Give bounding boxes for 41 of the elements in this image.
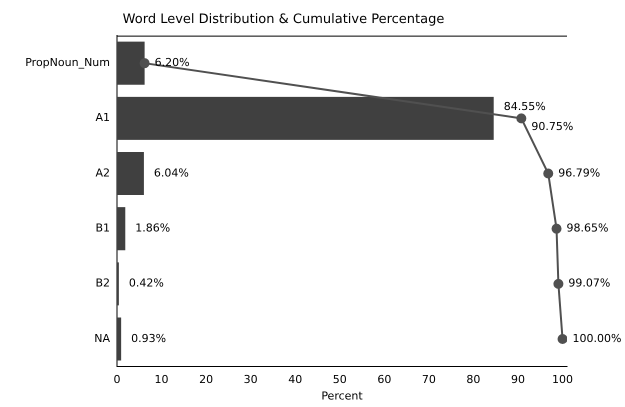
y-tick-label: PropNoun_Num — [25, 56, 110, 70]
x-tick-label: 20 — [199, 373, 214, 386]
x-tick-label: 60 — [377, 373, 392, 386]
bar — [117, 96, 494, 140]
data-label: 0.93% — [131, 332, 166, 345]
x-tick-label: 100 — [552, 373, 574, 386]
bar — [117, 152, 144, 196]
point — [516, 113, 526, 124]
point — [140, 58, 150, 68]
data-label: 100.00% — [572, 332, 622, 345]
point — [543, 168, 554, 179]
y-tick-label: A1 — [95, 111, 110, 124]
data-label: 6.04% — [154, 166, 189, 180]
x-tick-label: 40 — [288, 373, 302, 386]
x-tick-label: 10 — [154, 373, 169, 386]
x-tick-label: 50 — [332, 373, 347, 386]
data-label: 96.79% — [558, 166, 600, 180]
x-tick-label: 30 — [244, 373, 258, 386]
bar — [117, 207, 126, 250]
y-tick-label: A2 — [95, 166, 110, 180]
data-label: 90.75% — [531, 120, 574, 134]
bar — [117, 42, 145, 85]
x-tick-label: 90 — [510, 373, 525, 386]
point — [558, 334, 567, 344]
x-tick-label: 0 — [114, 373, 120, 386]
data-label: 99.07% — [568, 276, 610, 290]
point — [553, 278, 564, 289]
chart-title: Word Level Distribution & Cumulative Percentage — [122, 12, 444, 28]
bar — [117, 318, 122, 361]
y-tick-label: B1 — [95, 222, 110, 235]
data-label: 6.20% — [154, 56, 190, 70]
data-label: 1.86% — [135, 222, 170, 235]
y-tick-label: B2 — [95, 276, 110, 290]
y-tick-label: NA — [94, 332, 110, 345]
point — [552, 224, 562, 234]
data-label: 84.55% — [504, 100, 546, 114]
x-axis-title: Percent — [321, 389, 364, 402]
x-tick-label: 70 — [422, 373, 436, 386]
data-label: 0.42% — [128, 276, 164, 290]
data-label: 98.65% — [566, 222, 608, 235]
x-tick-label: 80 — [466, 373, 480, 386]
